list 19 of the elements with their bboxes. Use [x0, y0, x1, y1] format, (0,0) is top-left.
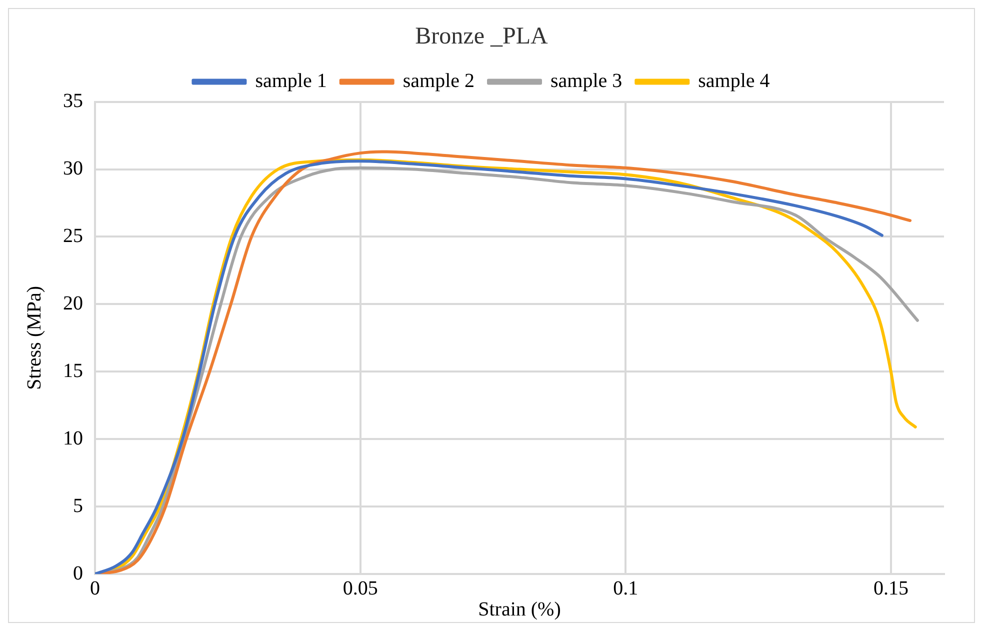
- x-tick-label: 0.05: [342, 577, 378, 600]
- y-tick-label: 25: [63, 224, 83, 247]
- y-tick-label: 20: [63, 292, 83, 314]
- y-tick-label: 10: [63, 427, 83, 450]
- x-tick-label: 0.15: [873, 577, 908, 600]
- y-tick-label: 15: [63, 360, 83, 382]
- legend-label: sample 1: [255, 70, 327, 92]
- legend-label: sample 2: [402, 70, 475, 92]
- legend-label: sample 3: [550, 70, 622, 92]
- y-tick-label: 35: [63, 90, 83, 112]
- x-tick-label: 0.1: [613, 577, 638, 600]
- y-axis-title: Stress (MPa): [23, 286, 46, 390]
- chart-title: Bronze _PLA: [415, 24, 548, 50]
- legend-label: sample 4: [698, 70, 770, 92]
- y-tick-label: 5: [73, 494, 83, 517]
- y-tick-label: 0: [73, 562, 83, 584]
- x-tick-label: 0: [90, 577, 100, 600]
- y-tick-label: 30: [63, 158, 83, 180]
- x-axis-title: Strain (%): [478, 598, 561, 620]
